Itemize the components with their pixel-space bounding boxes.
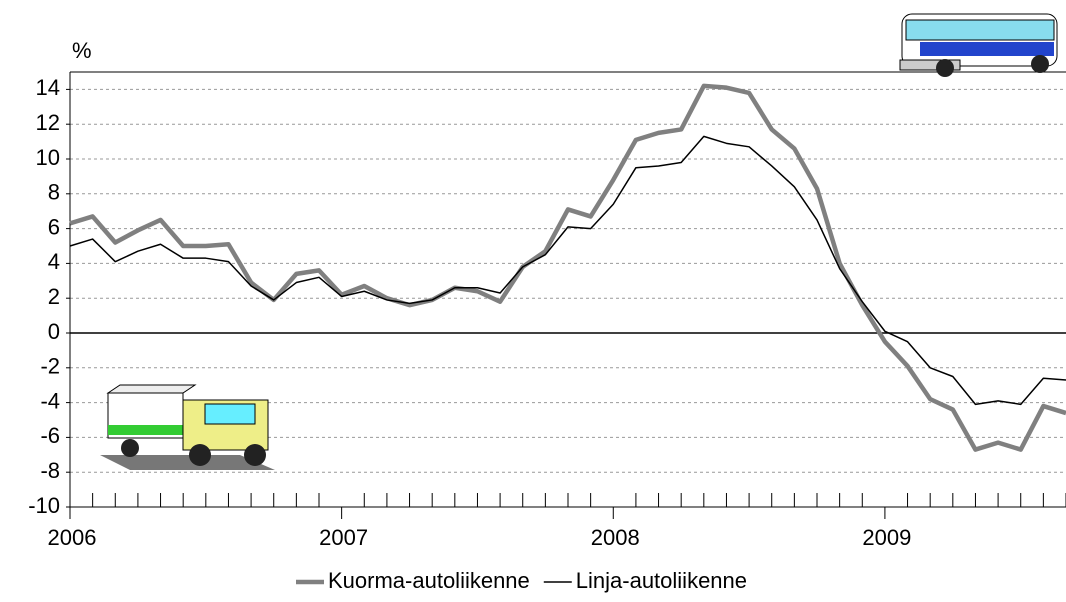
y-unit-label: % [72,38,92,63]
y-tick-label: -2 [40,354,60,379]
y-tick-label: -4 [40,388,60,413]
y-tick-label: 6 [48,214,60,239]
y-tick-label: 4 [48,249,60,274]
legend: Kuorma-autoliikenne Linja-autoliikenne [296,568,747,593]
y-tick-label: 10 [36,145,60,170]
legend-label: Kuorma-autoliikenne [328,568,530,593]
bus-icon [900,14,1057,77]
page: -10 -8 -6 -4 -2 0 2 4 6 8 10 12 14 2006 2007 2008 2009 Ku… [0,0,1066,602]
y-tick-label: -10 [28,493,60,518]
y-tick-label: -8 [40,458,60,483]
series-line [70,136,1066,404]
y-tick-label: 14 [36,75,60,100]
x-tick-label: 2009 [862,525,911,550]
chart: -10 -8 -6 -4 -2 0 2 4 6 8 10 12 14 2006 2007 2008 2009 Ku… [0,0,1066,597]
x-tick-label: 2008 [591,525,640,550]
x-tick-label: 2007 [319,525,368,550]
y-tick-label: 8 [48,180,60,205]
truck-icon [100,385,275,470]
series-line [70,86,1066,450]
legend-label: Linja-autoliikenne [576,568,747,593]
y-tick-label: 0 [48,319,60,344]
y-tick-label: 2 [48,284,60,309]
x-tick-label: 2006 [48,525,97,550]
y-tick-label: 12 [36,110,60,135]
y-tick-label: -6 [40,423,60,448]
plot: -10 -8 -6 -4 -2 0 2 4 6 8 10 12 14 2006 2007 2008 2009 Ku… [28,72,1066,593]
